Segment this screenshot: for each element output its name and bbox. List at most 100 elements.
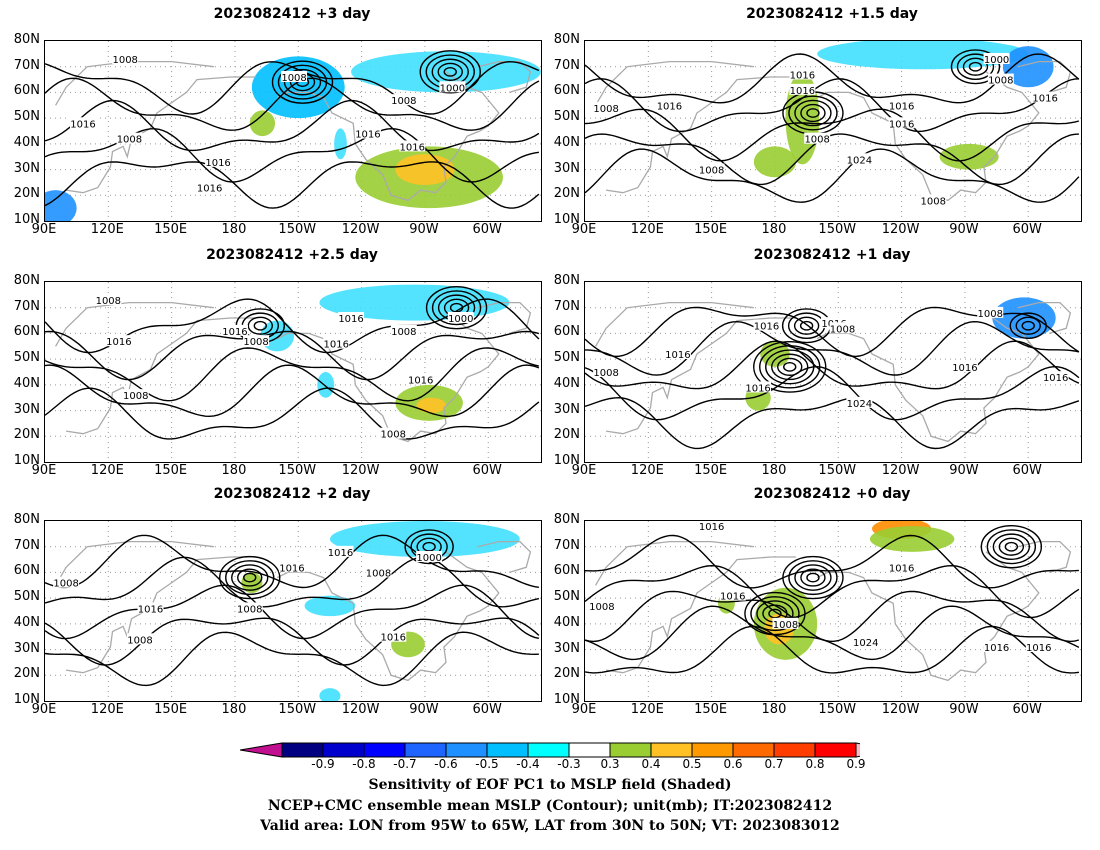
lon-tick-label: 120W [881, 702, 920, 717]
isobar [45, 364, 540, 418]
lon-tick-label: 120W [341, 463, 380, 478]
low-pressure-ring [449, 302, 464, 313]
lat-tick-label: 60N [553, 563, 580, 579]
coastline [477, 540, 532, 574]
contour-label: 1016 [222, 327, 247, 338]
lat-tick-label: 50N [13, 350, 40, 366]
lat-tick-label: 40N [553, 134, 580, 150]
sensitivity-shade [241, 572, 263, 593]
low-pressure-ring [806, 108, 820, 118]
colorbar-level-label: 0.4 [641, 757, 661, 771]
low-pressure-ring [782, 555, 844, 600]
contour-label: 1008 [281, 73, 306, 84]
low-pressure-ring [1004, 541, 1019, 552]
colorbar-level-label: 0.3 [600, 757, 620, 771]
map-canvas: 1000 1008 1016 1016 1016 1008 1016 1016 1016 1008… [585, 41, 1081, 221]
lon-tick-label: 90W [949, 702, 979, 717]
sensitivity-shade [334, 128, 347, 160]
contour-label: 1016 [106, 337, 131, 348]
lat-tick-label: 50N [553, 109, 580, 125]
contour-label: 1016 [400, 142, 425, 153]
colorbar-segment [486, 742, 529, 758]
colorbar-segment [609, 742, 652, 758]
lat-tick-label: 10N [13, 453, 40, 468]
low-pressure-ring [800, 103, 826, 123]
lon-tick-label: 150E [154, 222, 188, 237]
low-pressure-ring [980, 525, 1043, 569]
lat-tick-label: 10N [13, 212, 40, 227]
lon-tick-label: 150W [278, 463, 317, 478]
lat-tick-label: 10N [553, 692, 580, 707]
isobar [45, 534, 539, 589]
low-pressure-ring [271, 60, 334, 104]
map-panel: 1000 1008 1016 1016 1016 1008 1016 1016 1016 1008… [584, 40, 1082, 222]
coastline [55, 301, 214, 347]
lat-tick-label: 60N [553, 324, 580, 340]
coastline [66, 76, 257, 194]
lat-tick-label: 20N [553, 186, 580, 202]
colorbar-segment [732, 742, 775, 758]
lon-tick-label: 180 [221, 222, 247, 237]
contour-label: 1008 [699, 166, 724, 177]
contour-label-bg [888, 117, 915, 129]
lat-tick-label: 70N [13, 537, 40, 553]
low-pressure-ring [422, 541, 436, 552]
lat-tick-label: 40N [13, 614, 40, 630]
low-pressure-ring [231, 564, 269, 591]
lat-tick-label: 20N [13, 666, 40, 682]
low-pressure-ring [962, 57, 989, 76]
contour-label: 1016 [355, 130, 380, 141]
isobar [585, 590, 1080, 643]
contour-label: 1008 [123, 391, 148, 402]
low-pressure-ring [799, 320, 814, 331]
contour-label: 1016 [1026, 643, 1051, 654]
contour-label: 1016 [338, 314, 363, 325]
lon-tick-label: 150W [278, 222, 317, 237]
low-pressure-ring [283, 68, 322, 96]
low-pressure-ring [225, 560, 275, 596]
low-pressure-ring [1009, 312, 1047, 340]
low-pressure-ring [956, 53, 995, 81]
contour-label-bg [243, 335, 270, 347]
sensitivity-shade [319, 688, 341, 701]
contour-label: 1008 [391, 96, 416, 107]
lon-tick-label: 60W [1012, 702, 1042, 717]
isobar [585, 605, 1080, 661]
contour-label-bg [380, 427, 407, 439]
sensitivity-shade [317, 372, 335, 398]
contour-label-bg [983, 641, 1010, 652]
lon-tick-label: 150W [278, 702, 317, 717]
lon-tick-label: 120W [881, 463, 920, 478]
contour-label: 1016 [1043, 373, 1068, 384]
lon-tick-label: 120E [630, 463, 664, 478]
contour-label: 1016 [665, 350, 690, 361]
low-pressure-ring [1021, 320, 1035, 331]
contour-label: 1016 [790, 86, 815, 97]
lon-tick-label: 150E [694, 222, 728, 237]
coastline [606, 76, 797, 194]
lon-tick-label: 180 [761, 463, 787, 478]
contour-label-bg [126, 633, 153, 645]
lon-tick-label: 120W [341, 702, 380, 717]
coastline [55, 540, 214, 586]
lon-tick-label: 90E [31, 222, 57, 237]
isobar [45, 617, 540, 666]
lon-tick-label: 120E [630, 222, 664, 237]
low-pressure-ring [219, 555, 281, 600]
lat-tick-label: 80N [13, 32, 40, 47]
contour-label-bg [951, 360, 978, 372]
low-pressure-ring [253, 320, 267, 331]
contour-label-bg [105, 335, 132, 347]
coastline [595, 60, 754, 106]
contour-label: 1008 [921, 196, 946, 207]
contour-label: 1008 [391, 327, 416, 338]
lon-tick-label: 120E [90, 463, 124, 478]
low-pressure-ring [237, 568, 263, 587]
isobar [45, 387, 540, 440]
lon-tick-label: 90E [31, 702, 57, 717]
contour-label-bg [846, 396, 873, 408]
contour-label-bg [112, 53, 139, 64]
sensitivity-shade [939, 143, 999, 170]
lat-tick-label: 70N [13, 57, 40, 73]
contour-label-bg [987, 73, 1014, 85]
